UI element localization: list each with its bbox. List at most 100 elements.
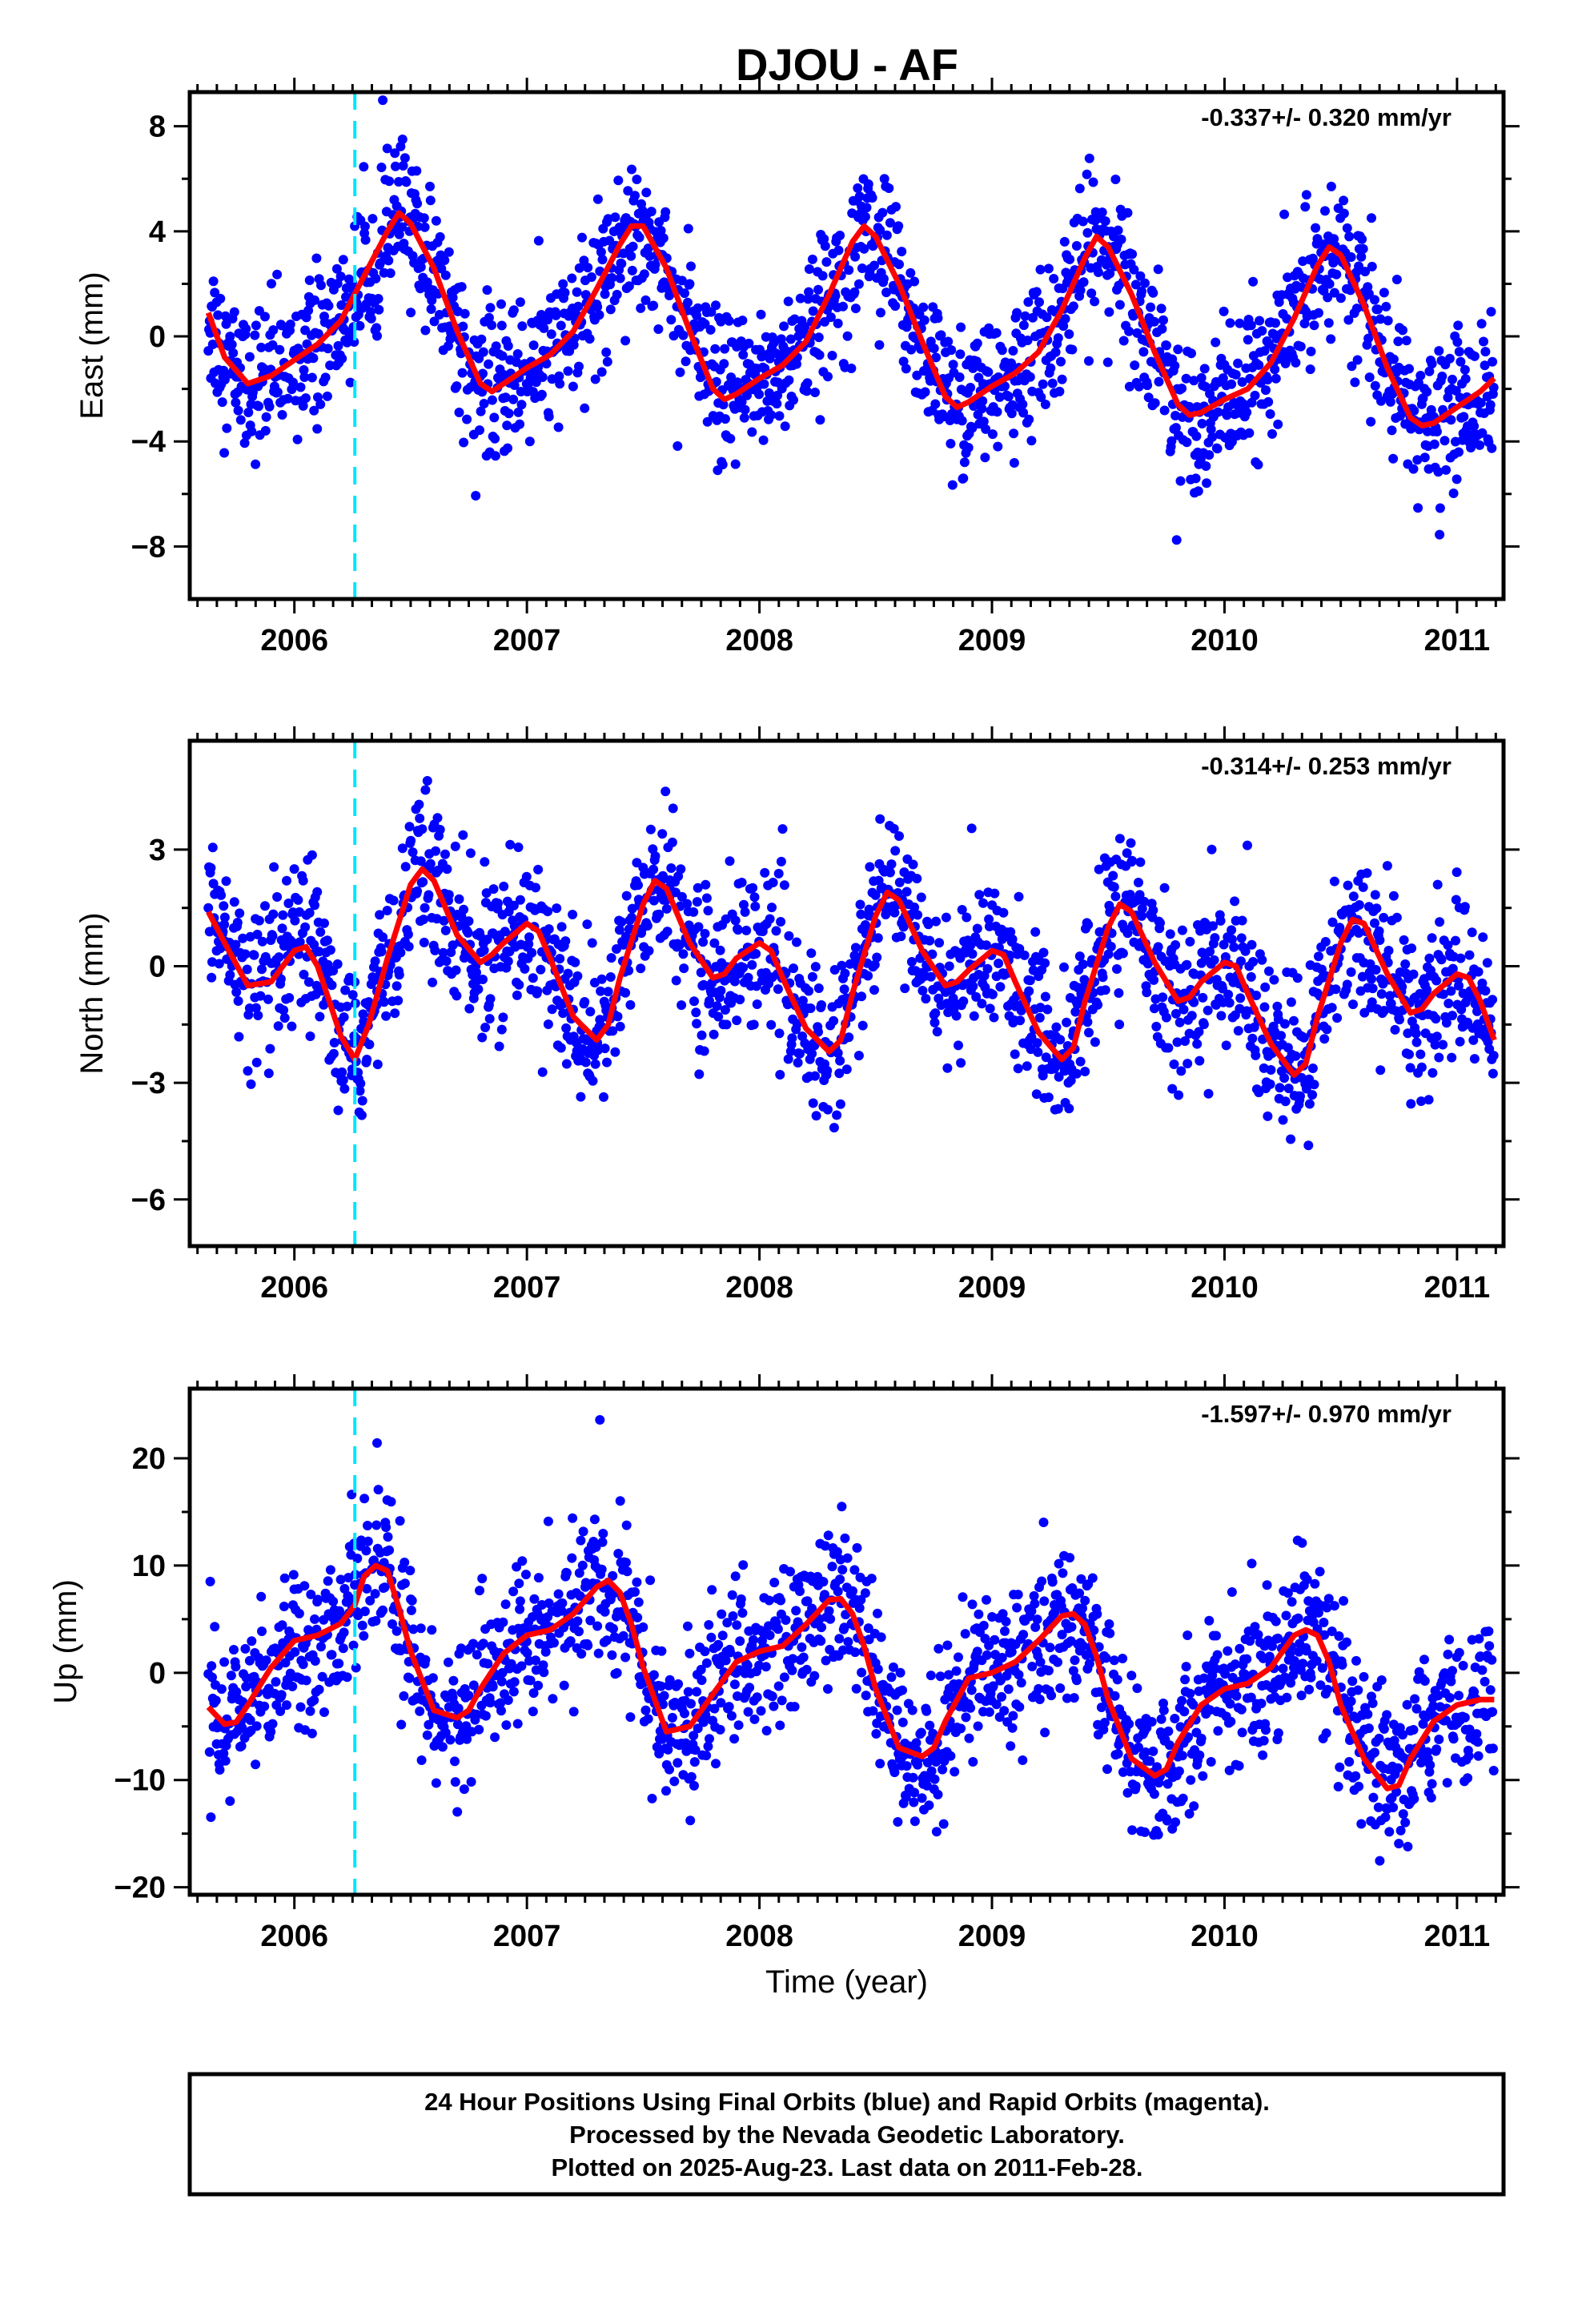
east-data-point (1248, 276, 1259, 287)
east-data-point (487, 320, 497, 331)
north-data-point (1216, 1011, 1227, 1021)
up-data-point (749, 1714, 760, 1724)
north-data-point (967, 949, 978, 959)
north-data-point (432, 813, 443, 823)
east-data-point (1105, 268, 1115, 279)
north-data-point (415, 813, 425, 823)
up-data-point (474, 1724, 484, 1735)
east-data-point (683, 223, 693, 234)
east-data-point (1227, 379, 1237, 389)
east-data-point (1043, 263, 1054, 274)
up-data-point (373, 1485, 383, 1495)
up-data-point (852, 1542, 862, 1553)
up-data-point (597, 1537, 608, 1547)
north-data-point (430, 945, 440, 955)
east-data-point (807, 254, 817, 264)
east-data-point (254, 401, 264, 412)
north-data-point (906, 957, 917, 967)
east-data-point (1356, 251, 1367, 262)
east-data-point (643, 243, 653, 254)
east-data-point (756, 309, 766, 320)
east-data-point (702, 416, 713, 427)
east-data-point (551, 310, 561, 320)
east-data-point (766, 410, 777, 420)
east-data-point (371, 323, 382, 333)
east-data-point (936, 330, 946, 340)
up-data-point (817, 1622, 826, 1633)
east-data-point (1479, 336, 1488, 347)
east-data-point (875, 225, 885, 235)
east-data-point (956, 322, 966, 332)
east-data-point (1311, 223, 1321, 233)
up-data-point (761, 1662, 771, 1672)
north-data-point (1199, 1019, 1209, 1030)
north-data-point (547, 1004, 557, 1015)
north-data-point (700, 928, 710, 939)
up-data-point (416, 1623, 426, 1634)
north-data-point (268, 909, 279, 919)
east-data-point (1156, 304, 1166, 314)
north-data-point (752, 999, 762, 1009)
east-data-point (500, 392, 511, 403)
east-data-point (879, 174, 889, 184)
up-data-point (301, 1675, 311, 1686)
north-data-point (765, 914, 775, 924)
east-data-point (980, 452, 990, 463)
north-data-point (282, 875, 291, 886)
east-data-point (1186, 348, 1196, 359)
east-data-point (1171, 535, 1182, 545)
north-data-point (886, 859, 897, 870)
up-data-point (648, 1670, 659, 1680)
east-data-point (1006, 358, 1016, 368)
up-data-point (656, 1646, 667, 1656)
east-data-point (307, 372, 317, 383)
east-data-point (1279, 209, 1290, 219)
north-data-point (585, 1007, 596, 1017)
north-data-point (1071, 1068, 1082, 1079)
east-data-point (804, 264, 814, 274)
up-data-point (697, 1675, 707, 1686)
east-data-point (1110, 175, 1121, 184)
north-data-point (503, 956, 513, 967)
east-data-point (901, 322, 912, 332)
north-data-point (1040, 958, 1050, 968)
up-data-point (512, 1719, 523, 1729)
up-data-point (577, 1560, 588, 1570)
up-data-point (791, 1606, 801, 1616)
north-data-point (1411, 1028, 1421, 1039)
east-data-point (478, 368, 488, 379)
north-data-point (633, 880, 643, 891)
east-data-point (1211, 337, 1221, 348)
north-data-point (451, 965, 461, 975)
east-data-point (337, 353, 347, 364)
up-data-point (745, 1683, 755, 1693)
north-data-point (767, 903, 777, 913)
east-data-point (802, 378, 813, 388)
east-data-point (476, 334, 487, 344)
north-data-point (1163, 1043, 1174, 1053)
north-data-point (1134, 878, 1143, 887)
east-data-point (666, 315, 677, 325)
east-data-point (597, 255, 608, 265)
up-data-point (717, 1609, 727, 1619)
east-data-point (946, 439, 956, 448)
north-data-point (356, 1110, 367, 1120)
east-data-point (568, 381, 578, 392)
east-data-point (1243, 335, 1253, 345)
north-data-point (1260, 982, 1271, 992)
east-data-point (416, 283, 425, 294)
north-data-point (1367, 974, 1376, 984)
east-data-point (607, 273, 617, 283)
up-data-point (557, 1598, 568, 1608)
east-data-point (217, 397, 227, 408)
north-data-point (1109, 882, 1119, 892)
north-data-point (774, 1028, 785, 1039)
east-data-point (1078, 216, 1088, 227)
east-data-point (1150, 398, 1160, 408)
north-data-point (775, 1070, 785, 1080)
east-data-point (1367, 261, 1377, 271)
east-data-point (1078, 277, 1089, 287)
east-data-point (624, 281, 634, 292)
north-data-point (478, 975, 488, 984)
north-data-point (206, 862, 216, 873)
